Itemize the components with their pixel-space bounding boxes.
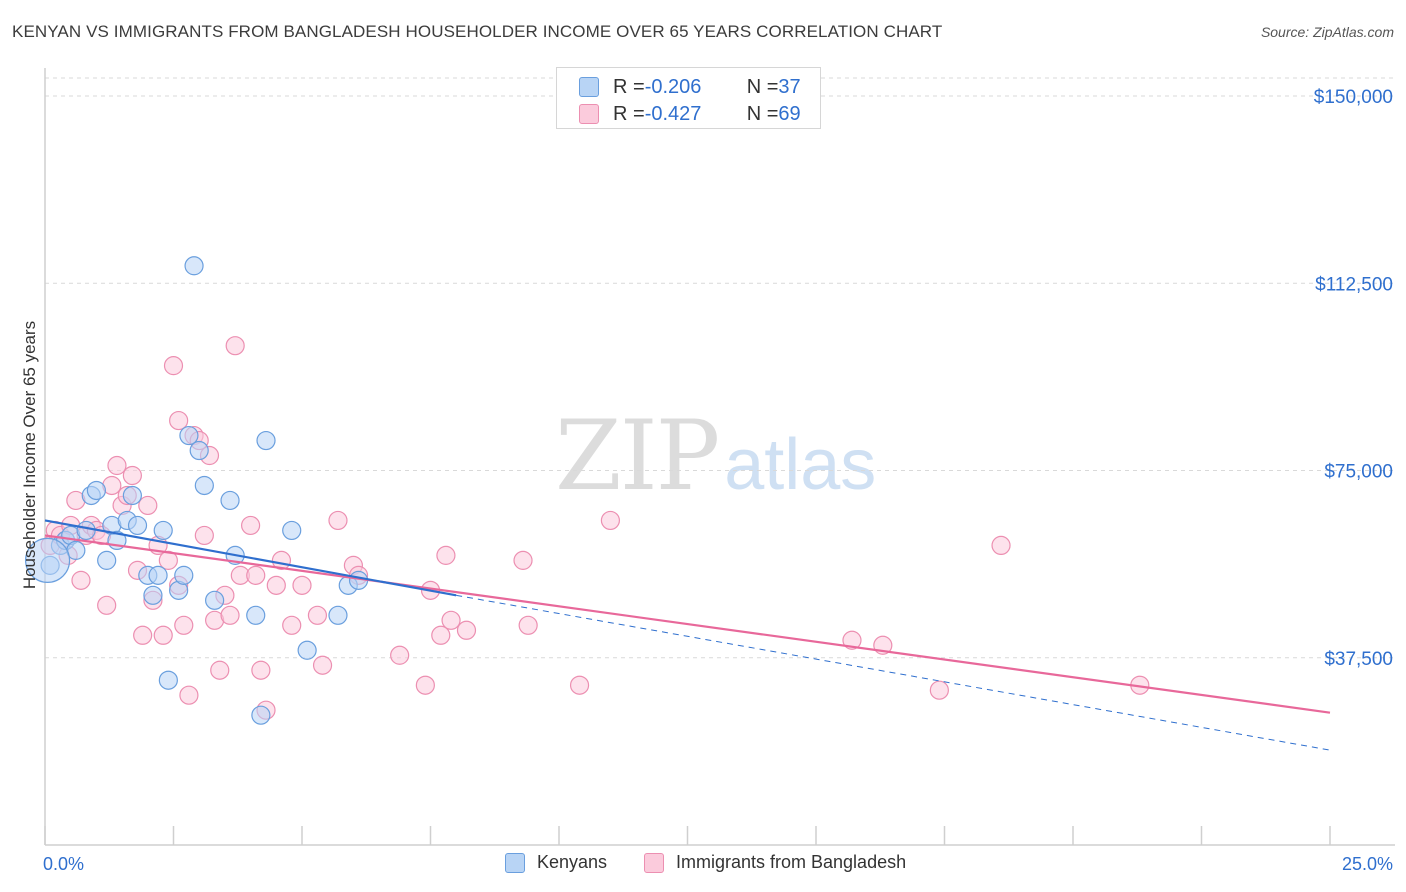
y-tick-label: $150,000 bbox=[1314, 87, 1393, 108]
bangladesh-point bbox=[122, 465, 142, 486]
y-axis-label: Householder Income Over 65 years bbox=[20, 320, 39, 590]
bangladesh-point bbox=[842, 630, 862, 650]
legend-swatch-blue bbox=[505, 852, 525, 873]
bangladesh-point bbox=[225, 336, 245, 356]
bangladesh-point bbox=[153, 625, 173, 645]
kenyan-point bbox=[246, 605, 266, 625]
kenyan-point bbox=[220, 490, 240, 511]
bangladesh-point bbox=[441, 610, 461, 630]
legend-n-label: N = bbox=[746, 75, 779, 98]
kenyan-point bbox=[184, 256, 204, 276]
legend-swatch-pink bbox=[579, 104, 599, 124]
bangladesh-point bbox=[991, 535, 1011, 556]
legend-item-kenyans: Kenyans bbox=[505, 852, 607, 873]
bangladesh-point bbox=[251, 660, 271, 680]
kenyan-point bbox=[328, 605, 348, 625]
kenyan-trendline-extension bbox=[456, 594, 1331, 751]
legend-item-bangladesh: Immigrants from Bangladesh bbox=[644, 852, 906, 873]
kenyan-point bbox=[153, 520, 173, 541]
bangladesh-point bbox=[194, 525, 214, 546]
legend-n-label: N = bbox=[746, 102, 779, 125]
bangladesh-point bbox=[241, 515, 261, 536]
kenyan-point bbox=[148, 565, 168, 585]
kenyan-point bbox=[86, 480, 107, 501]
legend-swatch-pink bbox=[644, 852, 664, 873]
bangladesh-point bbox=[600, 510, 621, 531]
bangladesh-point bbox=[174, 615, 194, 635]
bangladesh-point bbox=[266, 575, 286, 595]
kenyan-trendline bbox=[44, 519, 457, 597]
bangladesh-point bbox=[518, 615, 538, 635]
kenyan-point bbox=[174, 565, 194, 585]
legend-row-bangladesh: R = -0.427 N = 69 bbox=[579, 103, 801, 125]
kenyan-point bbox=[76, 520, 96, 541]
bangladesh-trendline bbox=[44, 534, 1331, 714]
bangladesh-point bbox=[133, 625, 153, 645]
legend-r-label: R = bbox=[613, 102, 645, 125]
bangladesh-point bbox=[220, 605, 240, 625]
kenyan-point bbox=[189, 440, 209, 461]
bangladesh-point bbox=[246, 565, 266, 585]
y-tick-label: $112,500 bbox=[1315, 274, 1393, 295]
bangladesh-point bbox=[107, 455, 127, 476]
kenyan-point bbox=[251, 705, 271, 725]
bangladesh-point bbox=[431, 625, 451, 645]
legend-row-kenyans: R = -0.206 N = 37 bbox=[579, 76, 801, 98]
kenyan-point bbox=[179, 425, 199, 446]
kenyan-point bbox=[158, 670, 178, 690]
bangladesh-point bbox=[328, 510, 348, 531]
bangladesh-point bbox=[163, 356, 184, 376]
kenyan-point bbox=[205, 590, 225, 610]
bangladesh-point bbox=[307, 605, 328, 625]
correlation-legend: R = -0.206 N = 37 R = -0.427 N = 69 bbox=[556, 67, 821, 129]
kenyan-point bbox=[24, 537, 71, 583]
kenyan-point bbox=[127, 515, 148, 536]
kenyan-point bbox=[194, 475, 214, 496]
bangladesh-point bbox=[456, 620, 477, 640]
bangladesh-point bbox=[292, 575, 312, 595]
y-tick-label: $75,000 bbox=[1324, 462, 1393, 483]
bangladesh-point bbox=[97, 595, 117, 615]
kenyan-point bbox=[97, 550, 117, 570]
kenyan-point bbox=[282, 520, 302, 541]
bangladesh-point bbox=[312, 655, 333, 675]
legend-r-value: -0.206 bbox=[644, 75, 702, 98]
x-tick-label: 25.0% bbox=[1342, 854, 1393, 874]
legend-n-value: 69 bbox=[778, 102, 801, 125]
bangladesh-point bbox=[390, 645, 410, 665]
kenyan-point bbox=[297, 640, 317, 660]
kenyan-point bbox=[122, 485, 142, 506]
chart-title: KENYAN VS IMMIGRANTS FROM BANGLADESH HOU… bbox=[12, 22, 943, 41]
x-tick-label: 0.0% bbox=[43, 854, 84, 874]
kenyan-point bbox=[256, 430, 276, 451]
bangladesh-point bbox=[513, 550, 533, 570]
legend-r-value: -0.427 bbox=[644, 102, 702, 125]
bangladesh-point bbox=[415, 675, 435, 695]
kenyan-point bbox=[143, 585, 163, 605]
bangladesh-point bbox=[929, 680, 949, 700]
bangladesh-point bbox=[569, 675, 590, 695]
source-label: Source: ZipAtlas.com bbox=[1260, 24, 1394, 40]
legend-label-kenyans: Kenyans bbox=[537, 852, 608, 872]
legend-label-bangladesh: Immigrants from Bangladesh bbox=[676, 852, 907, 872]
bangladesh-point bbox=[179, 685, 199, 705]
bangladesh-point bbox=[210, 660, 230, 680]
bangladesh-point bbox=[282, 615, 302, 635]
legend-swatch-blue bbox=[579, 77, 599, 97]
y-tick-label: $37,500 bbox=[1324, 649, 1393, 670]
series-legend: Kenyans Immigrants from Bangladesh bbox=[0, 852, 1406, 876]
bangladesh-point bbox=[71, 570, 91, 590]
legend-r-label: R = bbox=[613, 75, 645, 98]
bangladesh-point bbox=[138, 495, 158, 516]
bangladesh-point bbox=[169, 410, 189, 431]
legend-n-value: 37 bbox=[778, 75, 801, 98]
bangladesh-point bbox=[436, 545, 456, 565]
